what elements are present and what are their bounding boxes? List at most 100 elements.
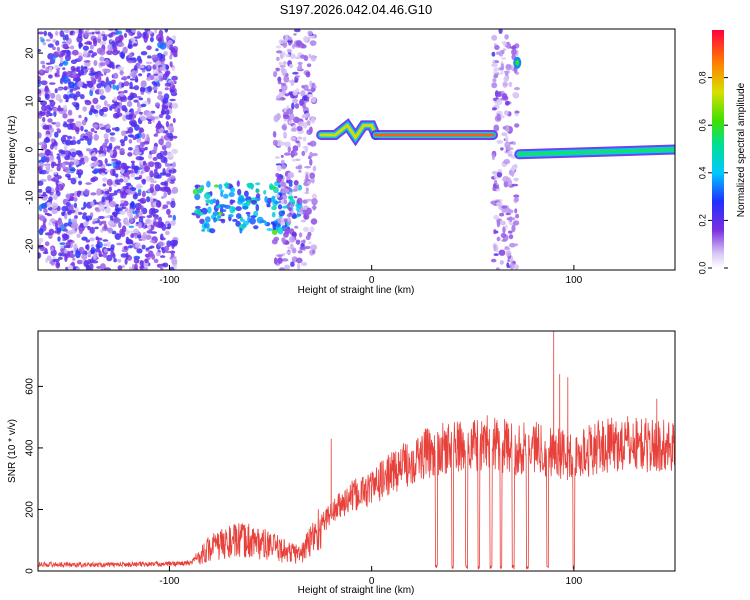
spectrogram-cell: [61, 211, 65, 217]
spectrogram-cell: [109, 215, 114, 221]
spectrogram-cell: [153, 168, 158, 173]
spectrogram-cell: [63, 94, 68, 100]
spectrogram-cell: [76, 259, 83, 265]
spectrogram-cell: [122, 107, 127, 111]
spectrogram-cell: [146, 230, 153, 234]
spectrogram-cell: [148, 178, 155, 181]
spectrogram-cell: [166, 153, 174, 160]
spectrogram-cell: [128, 225, 135, 229]
spectrogram-cell: [138, 156, 145, 161]
spectrogram-cell: [514, 264, 519, 270]
spectrogram-cell: [514, 110, 520, 114]
spectrogram-cell: [84, 189, 90, 195]
spectrogram-cell: [143, 141, 150, 145]
spectrogram-cell: [79, 94, 85, 100]
spectrogram-cell: [157, 91, 163, 95]
spectrogram-cell: [45, 39, 51, 42]
spectrogram-cell: [106, 50, 113, 56]
spectrogram-cell: [511, 183, 519, 187]
spectrogram-cell: [90, 246, 96, 255]
spectrogram-cell: [53, 110, 57, 117]
spectrogram-cell: [127, 245, 133, 249]
spectrogram-cell: [128, 52, 133, 59]
spectrogram-cell: [75, 120, 82, 128]
spectrogram-cell: [68, 81, 75, 89]
spectrogram-cell: [48, 221, 52, 226]
spectrogram-cell: [114, 145, 121, 149]
spectrogram-x-tick-label: 0: [369, 275, 375, 286]
spectrogram-cell: [508, 179, 513, 187]
spectrogram-cell: [269, 183, 274, 191]
spectrogram-cell: [125, 239, 132, 244]
snr-x-tick-label: 100: [566, 576, 583, 587]
spectrogram-cell: [96, 240, 100, 245]
spectrogram-cell: [207, 206, 212, 214]
spectrogram-cell: [70, 178, 77, 185]
spectrogram-cell: [119, 69, 124, 76]
spectrogram-cell: [275, 139, 283, 147]
spectrogram-cell: [78, 211, 83, 215]
spectrogram-cell: [47, 213, 52, 217]
spectrogram-cell: [289, 192, 293, 196]
spectrogram-cell: [281, 124, 287, 130]
spectrogram-cell: [66, 71, 73, 78]
spectrogram-cell: [93, 134, 99, 141]
spectrogram-cell: [500, 147, 504, 151]
spectrogram-cell: [295, 75, 301, 78]
spectrogram-cell: [74, 211, 78, 215]
spectrogram-cell: [285, 241, 290, 245]
spectrogram-cell: [144, 253, 150, 258]
spectrogram-cell: [63, 86, 68, 91]
spectrogram-cell: [120, 253, 128, 258]
spectrogram-cell: [297, 263, 301, 270]
spectrogram-cell: [64, 150, 69, 156]
spectrogram-cell: [102, 251, 108, 258]
spectrogram-cell: [73, 243, 78, 251]
spectrogram-cell: [136, 55, 142, 62]
spectrogram-cell: [65, 139, 72, 146]
spectrogram-cell: [124, 258, 128, 265]
spectrogram-cell: [54, 131, 59, 138]
spectrogram-cell: [38, 180, 44, 186]
spectrogram-cell: [293, 180, 299, 186]
spectrogram-cell: [104, 68, 111, 74]
spectrogram-cell: [134, 263, 138, 270]
spectrogram-cell: [304, 171, 310, 175]
spectrogram-cell: [140, 51, 148, 56]
spectrogram-cell: [312, 204, 317, 211]
spectrogram-cell: [148, 250, 154, 258]
spectrogram-cell: [67, 135, 73, 140]
spectrogram-cell: [81, 254, 88, 260]
spectrogram-cell: [158, 37, 163, 43]
spectrogram-cell: [133, 99, 139, 103]
spectrogram-cell: [67, 209, 72, 215]
spectrogram-cell: [501, 132, 508, 137]
spectrogram-cell: [95, 113, 98, 118]
spectrogram-cell: [83, 201, 87, 209]
spectrogram-cell: [292, 248, 297, 254]
spectrogram-cell: [120, 231, 126, 238]
spectrogram-cell: [49, 82, 56, 85]
spectrogram-cell: [45, 165, 50, 170]
spectrogram-cell: [44, 134, 51, 138]
spectrogram-cell: [139, 260, 144, 266]
spectrogram-cell: [311, 97, 317, 103]
spectrogram-cell: [104, 100, 108, 107]
spectrogram-cell: [158, 113, 164, 119]
spectrogram-cell: [92, 123, 99, 129]
spectrogram-cell: [125, 29, 133, 33]
spectrogram-cell: [103, 243, 108, 247]
spectrogram-cell: [277, 254, 284, 257]
spectrogram-cell: [508, 216, 513, 223]
spectrogram-cell: [223, 193, 229, 199]
colorbar-tick-label: 0.4: [697, 167, 707, 180]
spectrogram-cell: [296, 125, 303, 132]
spectrogram-cell: [239, 218, 245, 222]
spectrogram-cell: [297, 211, 304, 215]
spectrogram-cell: [140, 116, 147, 121]
spectrogram-cell: [62, 71, 68, 76]
spectrogram-cell: [96, 83, 102, 89]
spectrogram-cell: [160, 255, 166, 258]
spectrogram-cell: [290, 203, 295, 208]
spectrogram-cell: [98, 88, 105, 96]
